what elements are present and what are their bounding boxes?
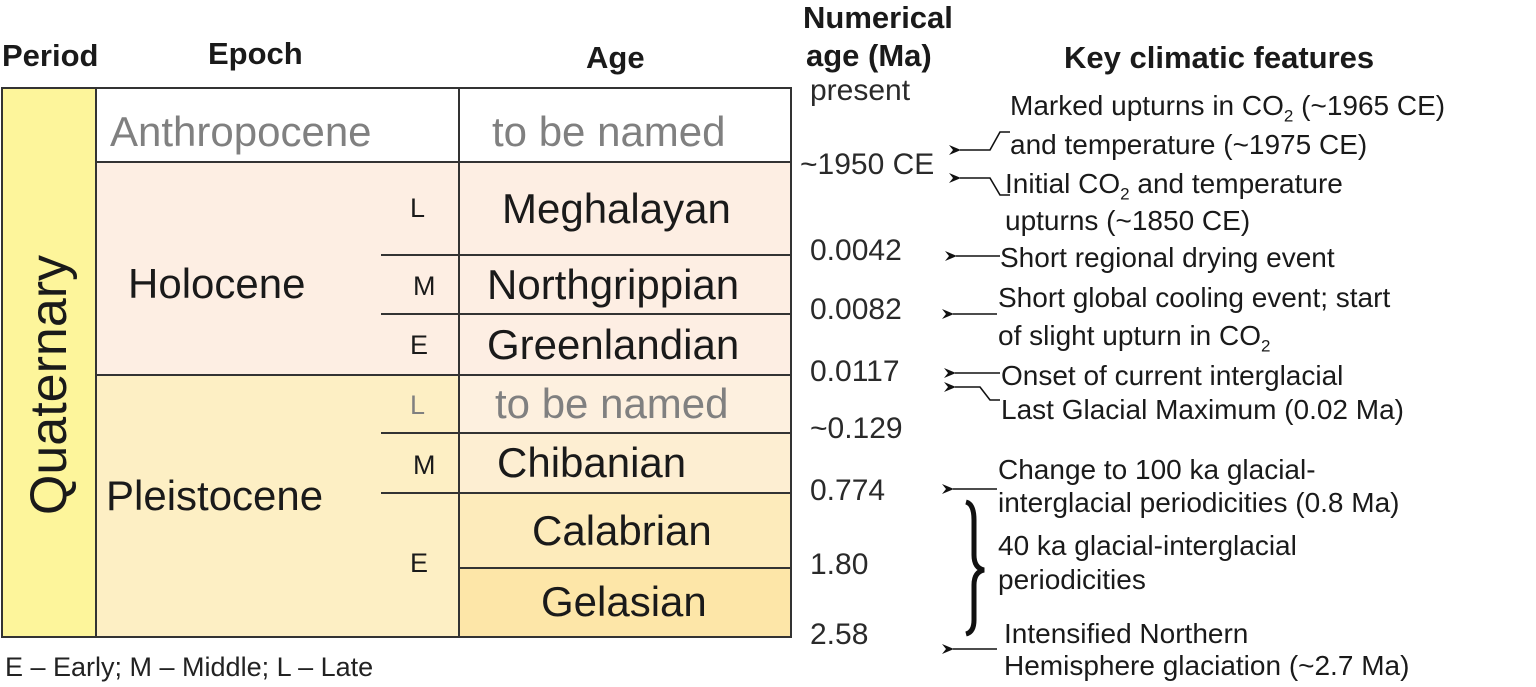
header-epoch: Epoch [208,36,303,71]
age-late-pleistocene-cell [459,375,791,434]
header-numerical-age-2: age (Ma) [806,38,932,73]
numerical-age: 0.0082 [810,293,902,326]
epoch-pleistocene: Pleistocene [106,472,324,519]
epoch-anthropocene: Anthropocene [110,108,372,155]
feature-onset-interglacial: Onset of current interglacial [1001,360,1344,391]
numerical-age: 0.774 [810,474,886,507]
divider [458,88,460,637]
feature-marked-upturns-2: and temperature (~1975 CE) [1010,129,1368,160]
divider [459,567,791,569]
subepoch-pleistocene-middle: M [413,450,436,480]
numerical-age: 0.0042 [810,234,902,267]
divider [96,374,791,376]
feature-cooling-event-2: of slight upturn in CO2 [998,320,1271,356]
age-calabrian: Calabrian [532,507,712,554]
subepoch-holocene-late: L [410,193,426,223]
divider [381,492,791,494]
header-period: Period [2,38,99,73]
feature-100ka-change-2: interglacial periodicities (0.8 Ma) [998,487,1400,518]
pleistocene-epoch-cell [96,375,460,637]
age-calabrian-cell [459,493,791,569]
divider [96,161,791,163]
divider [95,88,97,637]
header-features: Key climatic features [1064,40,1375,75]
arrow-icon [949,131,1010,155]
divider [381,254,791,256]
divider [381,432,791,434]
feature-drying-event: Short regional drying event [1000,242,1335,273]
holocene-row [96,162,791,376]
feature-100ka-change: Change to 100 ka glacial- [998,454,1316,485]
brace-icon [965,499,985,637]
numerical-age: ~0.129 [810,412,903,445]
feature-nh-glaciation: Intensified Northern [1004,618,1249,649]
feature-40ka: 40 ka glacial-interglacial [998,530,1297,561]
epoch-holocene: Holocene [128,260,306,307]
subepoch-pleistocene-late: L [410,390,426,420]
feature-nh-glaciation-2: Hemisphere glaciation (~2.7 Ma) [1004,650,1410,681]
age-anthropocene: to be named [492,108,726,155]
header-age: Age [586,40,645,75]
divider [381,313,791,315]
feature-lgm: Last Glacial Maximum (0.02 Ma) [1001,394,1405,425]
legend-text: E – Early; M – Middle; L – Late [5,652,374,682]
header-numerical-age-1: Numerical [803,0,953,35]
numerical-age: 1.80 [810,548,869,581]
feature-initial-upturns-2: upturns (~1850 CE) [1005,205,1251,236]
age-northgrippian: Northgrippian [487,261,740,308]
feature-initial-upturns: Initial CO2 and temperature [1005,168,1343,204]
age-greenlandian: Greenlandian [487,321,740,368]
period-cell [2,88,97,637]
age-gelasian-cell [459,568,791,637]
feature-40ka-2: periodicities [998,564,1146,595]
numerical-age: ~1950 CE [800,148,935,181]
age-chibanian-cell [459,433,791,494]
arrow-icon [949,173,1010,196]
age-late-pleistocene: to be named [495,380,729,427]
feature-marked-upturns: Marked upturns in CO2 (~1965 CE) [1010,90,1446,126]
subepoch-holocene-early: E [410,330,429,360]
age-chibanian: Chibanian [497,439,687,486]
anthropocene-row [96,88,791,163]
arrow-icon [944,382,1000,401]
table-border [1,87,792,638]
subepoch-pleistocene-early: E [410,548,429,578]
numerical-age: 2.58 [810,618,869,651]
age-gelasian: Gelasian [541,578,707,625]
feature-cooling-event: Short global cooling event; start [998,282,1391,313]
numerical-age: 0.0117 [810,355,900,388]
age-meghalayan: Meghalayan [502,185,731,232]
subepoch-holocene-middle: M [413,271,436,301]
numerical-age: present [810,74,911,107]
